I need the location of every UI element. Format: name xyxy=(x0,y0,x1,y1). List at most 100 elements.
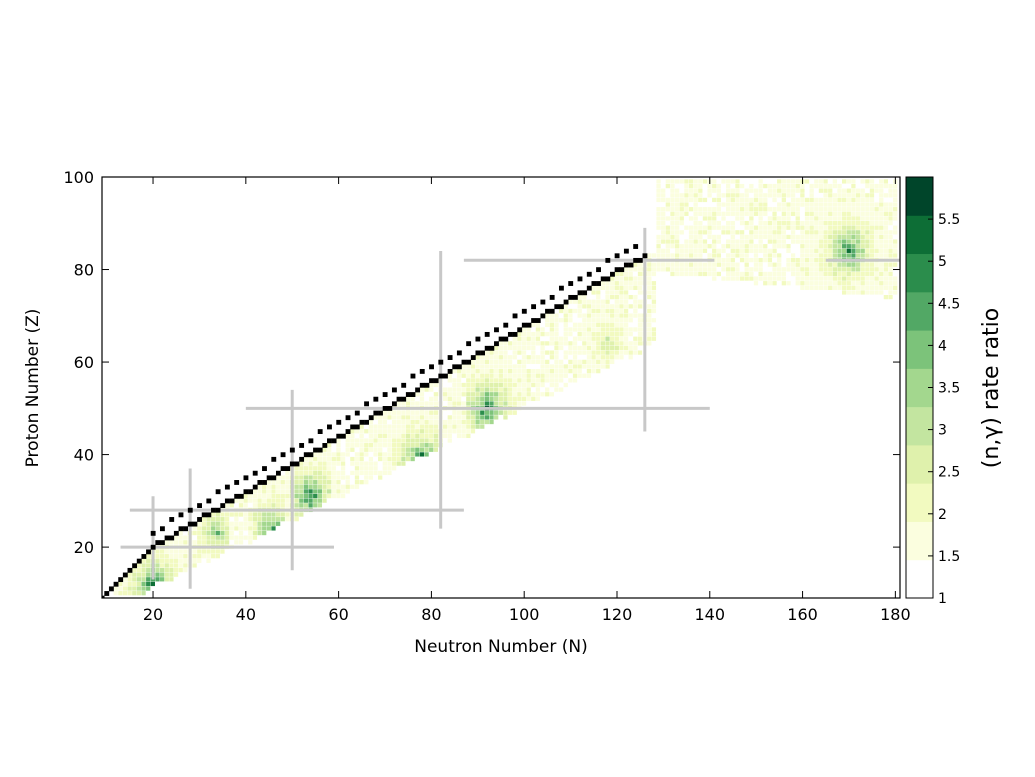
heatmap-cell xyxy=(155,572,160,577)
heatmap-cell xyxy=(800,281,805,286)
heatmap-cell xyxy=(888,207,893,212)
heatmap-cell xyxy=(540,318,545,323)
heatmap-cell xyxy=(628,331,633,337)
heatmap-cell xyxy=(865,253,870,258)
heatmap-cell xyxy=(670,220,675,226)
heatmap-cell xyxy=(229,521,234,526)
heatmap-cell xyxy=(596,290,601,295)
heatmap-cell xyxy=(702,225,708,230)
stable-isotope-cell xyxy=(503,336,509,342)
heatmap-cell xyxy=(308,493,313,499)
heatmap-cell xyxy=(679,202,684,207)
heatmap-cell xyxy=(883,230,889,235)
heatmap-cell xyxy=(772,271,777,277)
heatmap-cell xyxy=(735,267,740,272)
heatmap-cell xyxy=(183,549,188,554)
heatmap-cell xyxy=(753,234,759,240)
heatmap-cell xyxy=(354,452,360,457)
heatmap-cell xyxy=(424,438,429,443)
heatmap-cell xyxy=(828,202,833,207)
heatmap-cell xyxy=(879,179,884,184)
heatmap-cell xyxy=(781,271,786,277)
heatmap-cell xyxy=(800,234,805,240)
heatmap-cell xyxy=(577,336,582,341)
heatmap-cell xyxy=(767,197,773,203)
heatmap-cell xyxy=(452,382,457,388)
heatmap-cell xyxy=(391,461,397,466)
heatmap-cell xyxy=(633,308,638,314)
heatmap-cell xyxy=(456,387,462,392)
heatmap-cell xyxy=(744,257,749,263)
heatmap-cell xyxy=(507,359,513,364)
heatmap-cell xyxy=(563,364,568,369)
heatmap-cell xyxy=(461,364,466,369)
heatmap-cell xyxy=(818,179,824,184)
stable-isotope-cell xyxy=(350,424,356,430)
heatmap-cell xyxy=(183,535,188,540)
x-tick-label: 180 xyxy=(880,605,911,624)
heatmap-cell xyxy=(480,392,485,397)
heatmap-cell xyxy=(540,341,545,346)
heatmap-cell xyxy=(215,535,220,540)
stable-isotope-cell xyxy=(113,581,119,587)
heatmap-cell xyxy=(712,220,717,226)
heatmap-cell xyxy=(294,470,299,476)
heatmap-cell xyxy=(512,336,517,341)
stable-isotope-cell xyxy=(628,262,634,268)
heatmap-cell xyxy=(507,350,513,355)
stable-isotope-cell xyxy=(285,466,291,472)
heatmap-cell xyxy=(484,419,490,425)
heatmap-cell xyxy=(893,183,898,189)
stable-isotope-cell xyxy=(540,313,546,319)
heatmap-cell xyxy=(656,202,661,207)
heatmap-cell xyxy=(572,368,578,374)
heatmap-cell xyxy=(503,341,508,346)
heatmap-cell xyxy=(758,183,763,189)
heatmap-cell xyxy=(661,248,666,253)
heatmap-cell xyxy=(869,276,875,281)
heatmap-cell xyxy=(818,220,824,226)
heatmap-cell xyxy=(531,322,536,327)
colorbar-tick-label: 3.5 xyxy=(938,381,960,397)
heatmap-cell xyxy=(837,253,842,258)
heatmap-cell xyxy=(299,498,304,503)
heatmap-cell xyxy=(480,355,485,360)
heatmap-cell xyxy=(647,294,652,300)
heatmap-cell xyxy=(610,341,615,346)
heatmap-cell xyxy=(345,489,350,494)
heatmap-cell xyxy=(331,475,336,480)
heatmap-cell xyxy=(679,216,684,221)
heatmap-cell xyxy=(373,466,378,471)
heatmap-cell xyxy=(800,207,805,212)
heatmap-cell xyxy=(749,234,754,240)
heatmap-cell xyxy=(651,253,657,258)
heatmap-cell xyxy=(698,216,703,221)
heatmap-cell xyxy=(211,512,216,517)
colorbar-swatch xyxy=(906,330,933,369)
heatmap-cell xyxy=(790,220,796,226)
heatmap-cell xyxy=(804,230,810,235)
heatmap-cell xyxy=(883,183,889,189)
heatmap-cell xyxy=(322,447,327,452)
heatmap-cell xyxy=(563,308,568,314)
heatmap-cell xyxy=(572,308,578,314)
heatmap-cell xyxy=(804,183,810,189)
heatmap-cell xyxy=(419,429,425,434)
heatmap-cell xyxy=(623,304,629,309)
heatmap-cell xyxy=(507,396,513,402)
heatmap-cell xyxy=(359,438,364,443)
heatmap-cell xyxy=(763,230,768,235)
heatmap-cell xyxy=(456,368,462,374)
heatmap-cell xyxy=(308,498,313,503)
heatmap-cell xyxy=(893,225,898,230)
heatmap-cell xyxy=(702,193,708,198)
heatmap-cell xyxy=(475,355,480,360)
heatmap-cell xyxy=(340,475,346,480)
heatmap-cell xyxy=(521,331,527,337)
heatmap-cell xyxy=(322,498,327,503)
heatmap-cell xyxy=(716,253,722,258)
stable-isotope-cell xyxy=(475,336,481,342)
heatmap-cell xyxy=(600,336,606,341)
heatmap-cell xyxy=(248,512,253,517)
heatmap-cell xyxy=(610,318,615,323)
